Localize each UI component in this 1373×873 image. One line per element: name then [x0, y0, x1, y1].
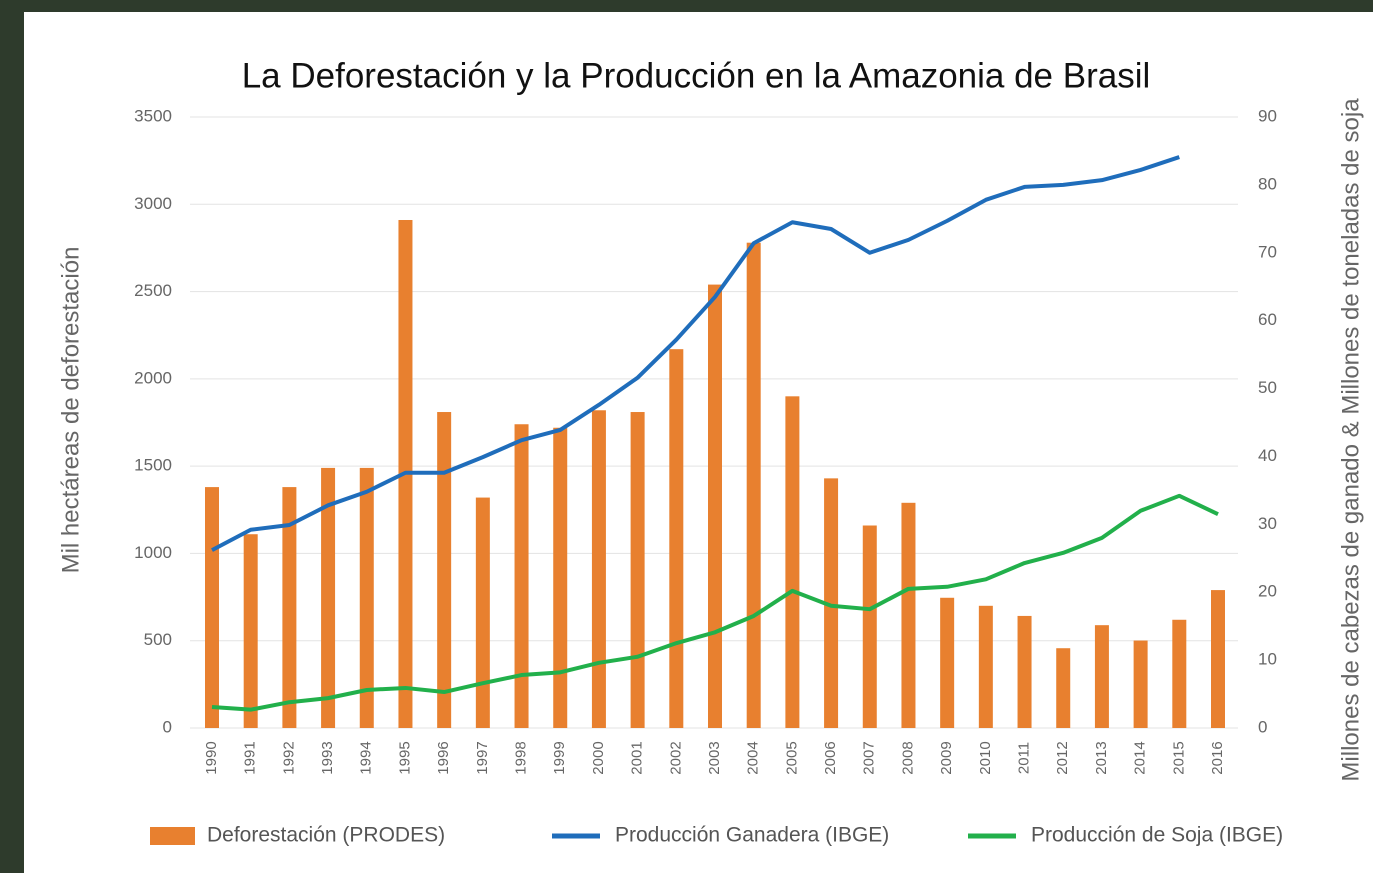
bar — [978, 605, 993, 728]
x-tick-label: 2002 — [667, 741, 684, 774]
x-tick-label: 2004 — [745, 741, 762, 774]
bar — [205, 487, 219, 728]
bar — [785, 396, 800, 728]
y-tick-label: 3000 — [134, 194, 172, 213]
x-tick-label: 1993 — [319, 741, 336, 774]
bar — [940, 597, 955, 728]
x-tick-label: 2013 — [1093, 741, 1110, 774]
y2-tick-label: 0 — [1258, 717, 1267, 736]
bar — [708, 284, 722, 728]
y2-tick-label: 40 — [1258, 446, 1277, 465]
y2-tick-label: 80 — [1258, 174, 1277, 193]
x-tick-label: 1990 — [203, 741, 220, 774]
y2-tick-label: 50 — [1258, 378, 1277, 397]
x-tick-label: 1995 — [396, 741, 413, 774]
y-axis-title: Mil hectáreas de deforestación — [57, 247, 84, 574]
x-tick-label: 2015 — [1170, 741, 1187, 774]
x-tick-label: 2001 — [629, 741, 646, 774]
x-tick-label: 1999 — [551, 741, 568, 774]
bar — [669, 349, 684, 728]
x-tick-label: 2007 — [861, 741, 878, 774]
x-tick-label: 2010 — [977, 741, 994, 774]
bar — [282, 487, 297, 728]
bar — [1056, 648, 1071, 728]
x-tick-label: 2005 — [783, 741, 800, 774]
x-tick-label: 2014 — [1132, 741, 1149, 774]
x-tick-label: 2011 — [1016, 742, 1033, 774]
bar — [553, 427, 568, 728]
bar — [243, 534, 258, 728]
y-tick-label: 3500 — [134, 106, 172, 125]
y-tick-label: 1500 — [134, 456, 172, 475]
y2-tick-label: 20 — [1258, 582, 1277, 601]
bar — [359, 467, 374, 728]
line — [211, 155, 1180, 552]
bar — [591, 410, 606, 728]
bar — [1094, 625, 1109, 728]
legend-swatch — [150, 827, 195, 845]
x-tick-label: 1994 — [358, 741, 375, 774]
bar — [437, 412, 452, 728]
bar — [824, 478, 839, 728]
x-tick-label: 2006 — [822, 741, 839, 774]
y-tick-label: 500 — [144, 630, 172, 649]
y-tick-label: 2500 — [134, 281, 172, 300]
legend-label: Producción de Soja (IBGE) — [1031, 824, 1283, 847]
x-tick-label: 2016 — [1209, 741, 1226, 774]
x-tick-label: 2012 — [1054, 741, 1071, 774]
x-tick-label: 2000 — [590, 741, 607, 774]
x-tick-label: 2009 — [938, 741, 955, 774]
chart-title: La Deforestación y la Producción en la A… — [242, 56, 1151, 95]
x-tick-label: 1992 — [280, 741, 297, 774]
y2-tick-label: 90 — [1258, 106, 1277, 125]
bar — [630, 412, 645, 728]
y2-tick-label: 60 — [1258, 310, 1277, 329]
line — [211, 493, 1219, 712]
y2-tick-label: 70 — [1258, 242, 1277, 261]
bar — [514, 424, 529, 728]
x-tick-label: 2008 — [899, 741, 916, 774]
x-tick-label: 2003 — [706, 741, 723, 774]
bar — [1133, 640, 1148, 728]
bar — [475, 497, 490, 728]
x-tick-label: 1998 — [513, 741, 530, 774]
bar — [1211, 590, 1225, 728]
bar — [901, 502, 916, 728]
chart-panel — [24, 12, 1373, 873]
bar — [746, 242, 761, 729]
y-tick-label: 0 — [163, 717, 172, 736]
x-tick-label: 1997 — [474, 741, 491, 774]
y-tick-label: 1000 — [134, 543, 172, 562]
bar — [321, 467, 336, 728]
legend-label: Deforestación (PRODES) — [207, 824, 445, 847]
x-tick-label: 1991 — [242, 741, 259, 774]
y2-tick-label: 10 — [1258, 650, 1277, 669]
bar — [1172, 619, 1187, 728]
y2-tick-label: 30 — [1258, 514, 1277, 533]
x-tick-label: 1996 — [435, 741, 452, 774]
bar — [1017, 615, 1032, 728]
bar — [862, 525, 877, 728]
y2-axis-title: Millones de cabezas de ganado & Millones… — [1337, 98, 1364, 782]
y-tick-label: 2000 — [134, 368, 172, 387]
legend-label: Producción Ganadera (IBGE) — [615, 824, 889, 847]
